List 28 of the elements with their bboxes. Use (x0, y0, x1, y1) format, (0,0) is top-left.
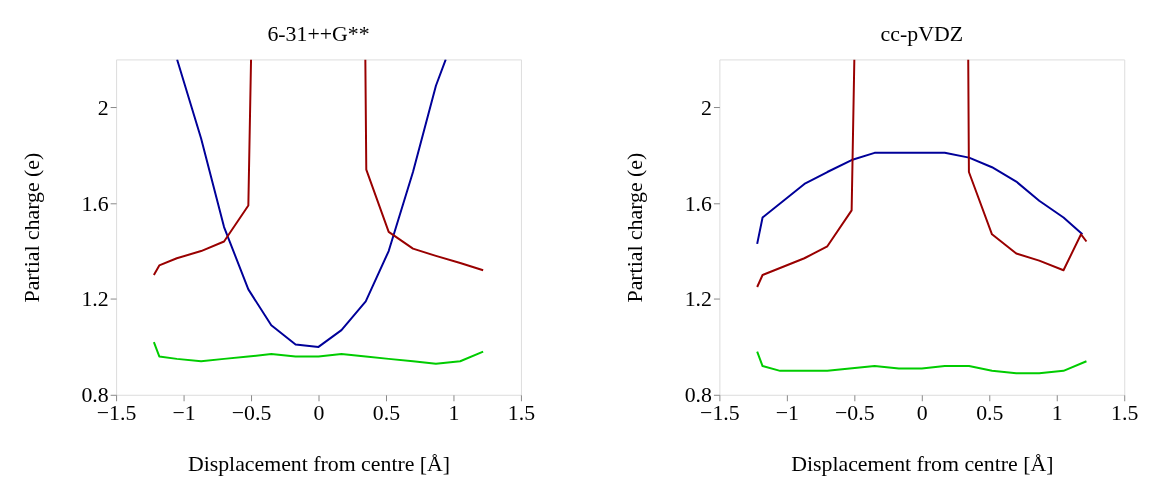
x-tick-label: 0.5 (372, 401, 401, 426)
chart-title: 6-31++G** (267, 21, 370, 46)
y-tick-label: 1.2 (684, 287, 712, 312)
x-tick-label: 1.5 (1111, 401, 1139, 426)
x-axis-title: Displacement from centre [Å] (187, 451, 451, 476)
chart-title: cc-pVDZ (880, 21, 963, 46)
x-tick-label: 0 (313, 401, 325, 426)
x-tick-label: 0 (916, 401, 928, 426)
x-tick-label: −1 (775, 401, 799, 426)
line-series (756, 151, 1084, 245)
y-tick-label: 2 (97, 95, 109, 120)
line-series (152, 341, 485, 365)
x-tick-label: −0.5 (835, 401, 875, 426)
y-tick-label: 1.6 (81, 191, 109, 216)
x-tick-label: 1 (448, 401, 460, 426)
line-series (756, 350, 1088, 375)
y-tick-label: 1.2 (81, 287, 109, 312)
y-axis-title: Partial charge (e) (622, 152, 647, 303)
y-axis-title: Partial charge (e) (19, 152, 44, 303)
x-axis-title: Displacement from centre [Å] (791, 451, 1054, 476)
x-tick-label: 1 (1051, 401, 1063, 426)
y-tick-label: 1.6 (684, 191, 713, 216)
x-tick-label: −0.5 (231, 401, 272, 426)
x-tick-label: 1.5 (507, 401, 536, 426)
y-tick-label: 2 (701, 95, 712, 120)
line-series (176, 59, 447, 348)
x-tick-label: −1 (172, 401, 196, 426)
x-tick-label: 0.5 (976, 401, 1004, 426)
